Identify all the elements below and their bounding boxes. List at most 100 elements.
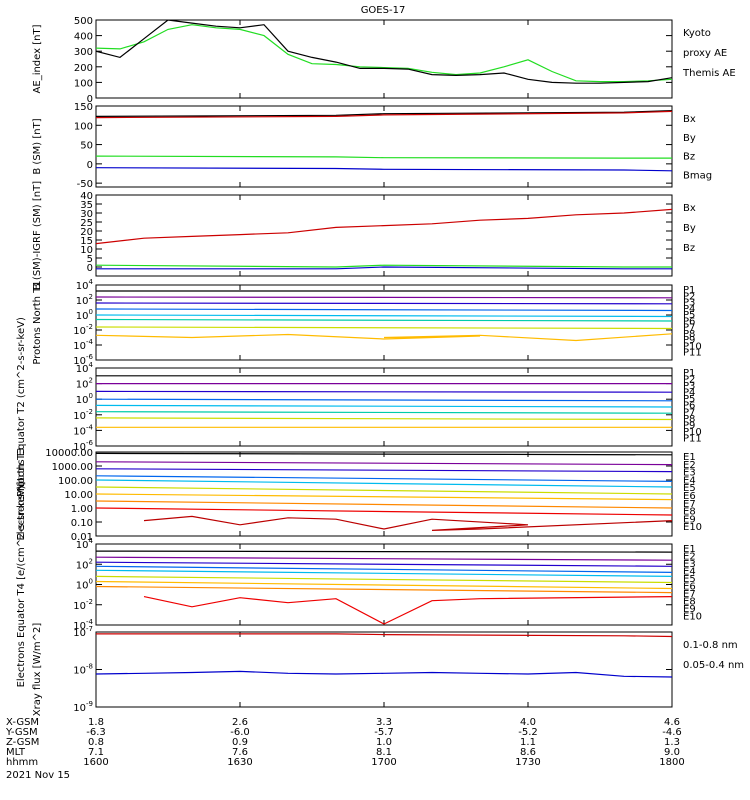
y-tick-label: 0 <box>87 160 93 171</box>
footer-value: 1730 <box>515 757 540 768</box>
y-tick-label: 10-2 <box>73 408 93 422</box>
series-0-1-0-8-nm <box>96 633 672 638</box>
y-tick-label: 0.01 <box>71 532 93 543</box>
y-tick-label: 1000.00 <box>52 462 93 473</box>
legend-item: P2 <box>683 375 695 386</box>
legend-item: E8 <box>683 597 696 608</box>
y-tick-label: 10.00 <box>64 490 93 501</box>
series-e2 <box>96 556 672 561</box>
footer-value: 1.1 <box>520 737 536 748</box>
footer-row-label: X-GSM <box>6 717 39 728</box>
y-tick-label: 10-4 <box>73 423 93 437</box>
y-tick-label: 50 <box>80 141 93 152</box>
footer-value: -4.6 <box>662 727 682 738</box>
series-p5 <box>96 404 672 408</box>
y-tick-label: 10 <box>80 245 93 256</box>
y-tick-label: 30 <box>80 209 93 220</box>
series-e9 <box>96 507 672 516</box>
legend-item: E6 <box>683 582 696 593</box>
legend-item: E7 <box>683 499 696 510</box>
legend-item: E9 <box>683 604 696 615</box>
footer-value: -5.7 <box>374 727 394 738</box>
series-p5 <box>96 314 672 318</box>
legend-item: E4 <box>683 567 696 578</box>
y-tick-label: 25 <box>80 218 93 229</box>
footer-value: 7.1 <box>88 747 104 758</box>
panel-2: -50 0 50 100 150 B (SM) [nT] Bx By Bz Bmag <box>32 102 712 190</box>
legend-item: P4 <box>683 388 695 399</box>
legend-item: P5 <box>683 394 695 405</box>
panel-8: 10-7 10-8 10-9 Xray flux [W/m^2] 0.1-0.8 nm 0… <box>32 623 744 717</box>
panel-frame <box>95 284 673 361</box>
y-tick-label: 20 <box>80 227 93 238</box>
series-e5 <box>96 479 672 488</box>
legend-item: Bx <box>683 203 696 214</box>
series-e7 <box>96 580 672 590</box>
footer-row-label: hhmm <box>6 757 38 768</box>
y-tick-label: 40 <box>80 191 93 202</box>
series-bz <box>96 110 672 119</box>
footer-value: 2.6 <box>232 717 248 728</box>
y-tick-label: 150 <box>74 102 93 113</box>
legend-item: E7 <box>683 589 696 600</box>
legend-item: P10 <box>683 427 702 438</box>
y-tick-label: -50 <box>77 179 93 190</box>
legend-item: E3 <box>683 468 696 479</box>
panel-1: 0 100 200 300 400 500 AE_index [nT] Kyoto proxy … <box>32 16 736 105</box>
y-tick-label: 10-8 <box>73 663 93 677</box>
footer-value: 1700 <box>371 757 396 768</box>
panel-6: 10000.00 1000.00 100.00 10.00 1.00 0.10 0.01 El… <box>16 447 702 543</box>
footer-table: X-GSM 1.8 2.6 3.3 4.0 4.6 Y-GSM -6.3 -6.0 -5.7 -5.… <box>5 717 685 768</box>
series-p3 <box>96 390 672 393</box>
y-axis-label: Protons North T1 <box>32 280 43 364</box>
y-tick-label: 100 <box>76 578 93 592</box>
panel-frame <box>95 194 673 277</box>
footer-value: 8.6 <box>520 747 536 758</box>
series-p8 <box>96 333 672 342</box>
legend-item: P4 <box>683 304 695 315</box>
y-tick-label: 10-4 <box>73 618 93 632</box>
legend-item: P6 <box>683 316 695 327</box>
series-e8 <box>96 500 672 509</box>
legend-item: Bz <box>683 152 695 163</box>
y-tick-label: 0 <box>87 94 93 105</box>
legend-item: P9 <box>683 420 695 431</box>
series-e3 <box>96 468 672 473</box>
legend-item: Bx <box>683 114 696 125</box>
series-p7 <box>96 417 672 421</box>
y-tick-label: 10-9 <box>73 700 93 714</box>
series-e7 <box>96 493 672 501</box>
series-e10 <box>143 515 672 531</box>
footer-value: 4.6 <box>664 717 680 728</box>
legend-item: Kyoto <box>683 28 711 39</box>
y-tick-label: 500 <box>74 16 93 27</box>
legend-item: E2 <box>683 460 696 471</box>
y-tick-label: 15 <box>80 236 93 247</box>
footer-value: -6.3 <box>86 727 106 738</box>
y-tick-label: 100 <box>76 392 93 406</box>
y-tick-label: 100 <box>74 78 93 89</box>
y-axis-label: Xray flux [W/m^2] <box>32 623 43 717</box>
series-p4 <box>96 398 672 402</box>
y-tick-label: 35 <box>80 200 93 211</box>
legend-item: 0.05-0.4 nm <box>683 660 744 671</box>
y-axis-label: B (SM)-IGRF (SM) [nT] <box>32 181 43 290</box>
series-p6 <box>96 411 672 414</box>
y-tick-label: 400 <box>74 32 93 43</box>
footer-value: 1600 <box>83 757 108 768</box>
footer-value: 9.0 <box>664 747 680 758</box>
series-e5 <box>96 569 672 577</box>
footer-value: 1.0 <box>376 737 392 748</box>
series-p6 <box>96 318 672 322</box>
series-e9 <box>143 595 672 625</box>
series-by <box>96 264 672 268</box>
footer-value: 4.0 <box>520 717 536 728</box>
series-p7 <box>96 326 672 330</box>
series-e6 <box>96 486 672 495</box>
legend-item: proxy AE <box>683 48 727 59</box>
legend-item: 0.1-0.8 nm <box>683 640 738 651</box>
footer-value: 0.9 <box>232 737 248 748</box>
